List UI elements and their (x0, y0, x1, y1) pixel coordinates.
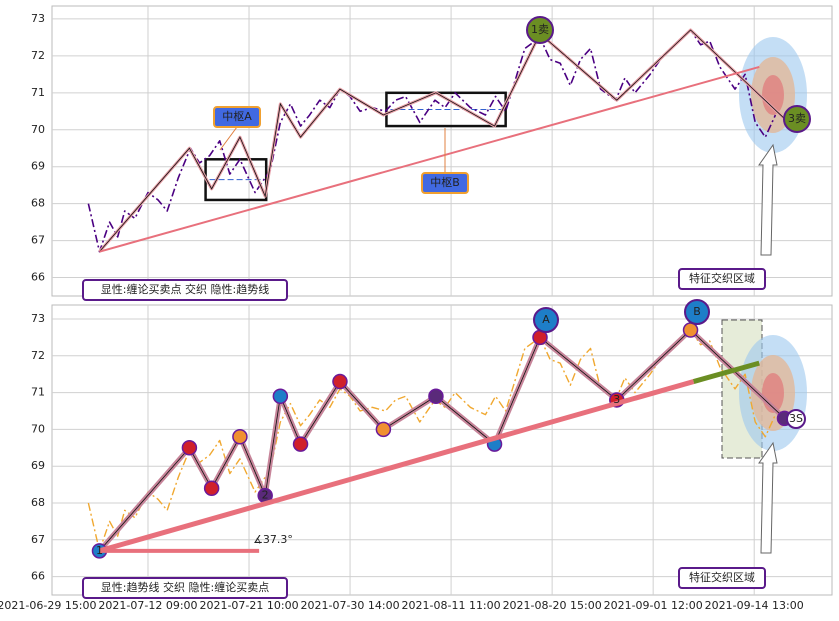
point-label-badge (533, 307, 559, 333)
x-tick-label: 2021-09-01 12:00 (604, 599, 703, 612)
point-label: B (693, 305, 701, 318)
series-line (99, 65, 760, 253)
sell-label: 3卖 (788, 112, 806, 125)
sell-label: 1卖 (531, 23, 549, 36)
pivot-label-box (421, 172, 469, 194)
zigzag-outline (99, 29, 785, 252)
point-marker (292, 436, 309, 452)
legend-note: 显性:趋势线 交织 隐性:缠论买卖点 (101, 580, 269, 594)
y-tick-label: 66 (31, 570, 45, 583)
y-tick-label: 71 (31, 86, 45, 99)
x-tick-label: 2021-07-21 10:00 (199, 599, 298, 612)
point-label: A (542, 313, 550, 326)
pivot-label: 中枢B (430, 175, 460, 189)
legend-note-box (82, 577, 288, 599)
point-marker (272, 388, 289, 405)
marker-label-badge (786, 409, 806, 429)
zone-label: 特征交织区域 (689, 271, 755, 285)
zone-label-box (678, 268, 766, 290)
y-tick-label: 72 (31, 49, 45, 62)
sell-label-badge (783, 105, 811, 133)
y-tick-label: 66 (31, 271, 45, 284)
y-tick-label: 70 (31, 123, 45, 136)
y-tick-label: 67 (31, 533, 45, 546)
sell-label-badge (526, 16, 554, 44)
y-tick-label: 70 (31, 422, 45, 435)
point-marker (203, 480, 220, 497)
angle-label: ∡37.3° (253, 533, 293, 546)
series-line (98, 379, 695, 554)
point-marker (428, 388, 444, 405)
point-label-badge (684, 299, 710, 325)
y-tick-label: 68 (31, 496, 45, 509)
legend-note: 显性:缠论买卖点 交织 隐性:趋势线 (101, 282, 269, 296)
zone-inner (762, 75, 784, 115)
y-tick-label: 69 (31, 459, 45, 472)
x-tick-label: 2021-09-14 13:00 (705, 599, 804, 612)
pivot-label: 中枢A (222, 109, 252, 123)
x-tick-label: 2021-07-12 09:00 (98, 599, 197, 612)
marker-label: 3S (789, 412, 803, 425)
y-tick-label: 71 (31, 386, 45, 399)
zone-label: 特征交织区域 (689, 570, 755, 584)
y-tick-label: 69 (31, 160, 45, 173)
series-line (87, 329, 777, 552)
y-tick-label: 73 (31, 12, 45, 25)
y-tick-label: 72 (31, 349, 45, 362)
point-marker (332, 373, 348, 390)
arrow (758, 441, 778, 554)
series-line (692, 360, 760, 384)
marker-label: 3 (613, 393, 620, 406)
y-tick-label: 67 (31, 234, 45, 247)
pivot-label-box (213, 106, 261, 128)
x-tick-label: 2021-08-11 11:00 (402, 599, 501, 612)
point-marker (181, 440, 198, 456)
legend-note-box (82, 279, 288, 301)
x-tick-label: 2021-06-29 15:00 (0, 599, 97, 612)
arrow (758, 143, 778, 256)
marker-label: 2 (262, 489, 269, 502)
plot-area (51, 5, 833, 297)
series-line (87, 29, 777, 253)
pointer (219, 126, 238, 151)
y-tick-label: 68 (31, 197, 45, 210)
point-marker (682, 322, 699, 338)
marker-label: 1 (96, 544, 103, 557)
point-marker (375, 421, 392, 438)
x-tick-label: 2021-08-20 15:00 (503, 599, 602, 612)
x-tick-label: 2021-07-30 14:00 (300, 599, 399, 612)
y-tick-label: 73 (31, 312, 45, 325)
zone-label-box (678, 567, 766, 589)
point-marker (232, 429, 248, 445)
